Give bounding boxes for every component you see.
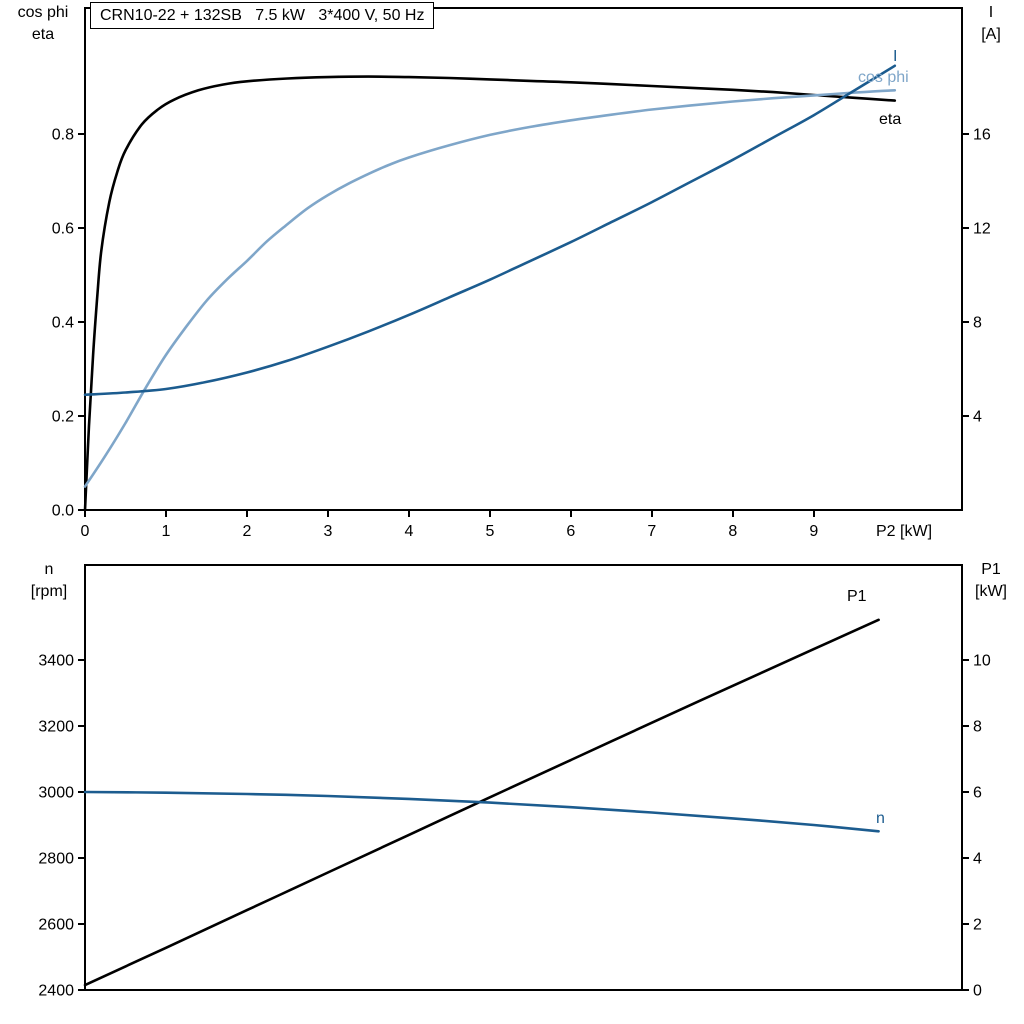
x-tick-label: 2 [243,523,252,540]
left-tick-label: 3400 [38,653,74,670]
x-tick-label: 5 [485,523,494,540]
left-tick-label: 0.8 [52,126,74,143]
right-tick-label: 12 [973,220,991,237]
top-chart-right-axis-title: I [A] [962,2,1020,46]
chart-title-box: CRN10-22 + 132SB 7.5 kW 3*400 V, 50 Hz [90,2,435,29]
x-axis-title: P2 [kW] [876,523,933,540]
left-tick-label: 3000 [38,785,74,802]
curve-current [83,64,897,397]
right-axis-title-line1: I [988,4,994,21]
right-tick-label: 0 [973,983,982,1000]
left-tick-label: 0.4 [52,314,74,331]
x-tick-label: 6 [566,523,575,540]
left-tick-label: 2800 [38,851,74,868]
right-tick-label: 8 [973,719,982,736]
left-axis-title-line1: n [44,561,54,578]
x-tick-label: 9 [809,523,818,540]
curve-input_power [83,618,880,987]
right-tick-label: 4 [973,851,982,868]
left-tick-label: 0.2 [52,408,74,425]
series-label-p1: P1 [847,588,867,605]
right-tick-label: 10 [973,653,991,670]
plot-frame [84,7,963,511]
series-label-cos-phi: cos phi [858,69,909,86]
right-axis-title-line2: [A] [981,26,1001,43]
right-tick-label: 8 [973,314,982,331]
x-tick-label: 1 [162,523,171,540]
left-axis-title-line2: [rpm] [30,583,68,600]
plot-frame [84,564,963,991]
right-axis-title-line1: P1 [981,561,1001,578]
right-tick-label: 16 [973,126,991,143]
left-tick-label: 2600 [38,917,74,934]
x-tick-label: 4 [404,523,413,540]
left-tick-label: 3200 [38,719,74,736]
x-tick-label: 7 [647,523,656,540]
right-tick-label: 4 [973,408,982,425]
x-tick-label: 3 [323,523,332,540]
left-tick-label: 0.6 [52,220,74,237]
left-axis-title-line1: cos phi [17,4,69,21]
curve-speed [83,790,880,833]
left-axis-title-line2: eta [31,26,55,43]
x-tick-label: 0 [81,523,90,540]
left-tick-label: 2400 [38,983,74,1000]
right-tick-label: 2 [973,917,982,934]
left-tick-label: 0.0 [52,503,74,520]
series-label-eta: eta [879,111,902,128]
chart-title: CRN10-22 + 132SB 7.5 kW 3*400 V, 50 Hz [100,7,425,24]
top-chart-left-axis-title: cos phi eta [6,2,80,46]
right-axis-title-line2: [kW] [975,583,1007,600]
bottom-chart-right-axis-title: P1 [kW] [962,559,1020,603]
series-label-n: n [876,810,885,827]
curve-cos_phi [83,89,897,488]
bottom-chart-left-axis-title: n [rpm] [16,559,82,603]
chart-1: 2400 2600 2800 3000 3200 3400 0 2 4 6 8 10 [38,564,991,1000]
curve-eta [83,75,897,512]
right-tick-label: 6 [973,785,982,802]
x-tick-label: 8 [728,523,737,540]
series-label-current: I [893,48,898,65]
